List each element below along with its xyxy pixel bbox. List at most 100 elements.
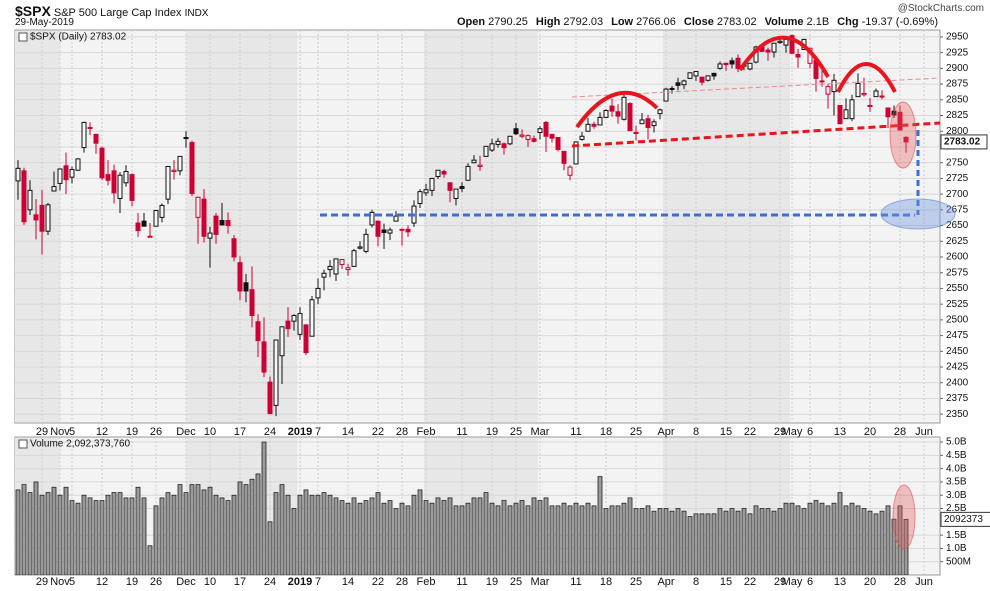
x-tick-label: 18 <box>600 426 612 438</box>
candle-body <box>387 229 393 234</box>
volume-bar <box>477 497 483 575</box>
stat-value: 2790.25 <box>488 16 528 28</box>
volume-bar <box>171 494 177 575</box>
volume-bar <box>603 508 609 575</box>
candle-body <box>357 246 363 249</box>
volume-bar <box>195 484 201 575</box>
candle-body <box>681 80 687 86</box>
volume-bar <box>351 497 357 575</box>
candle-body <box>27 189 33 211</box>
x-tick-label: Jun <box>915 426 933 438</box>
y-tick-label: 2650 <box>946 220 969 231</box>
stat-value: -19.37 (-0.69%) <box>861 16 938 28</box>
candle-body <box>429 177 435 191</box>
volume-bar <box>567 505 573 575</box>
candle-body <box>201 198 207 237</box>
candle-body <box>333 258 339 275</box>
candle-body <box>459 186 465 189</box>
candle-body <box>819 80 825 83</box>
volume-bar <box>879 510 885 575</box>
volume-bar <box>459 505 465 575</box>
volume-bar <box>873 513 879 575</box>
candle-body <box>69 169 75 178</box>
volume-bar <box>345 502 351 575</box>
x-tick-label: 28 <box>396 426 408 438</box>
candle-body <box>315 287 321 299</box>
x-tick-label: 22 <box>372 426 384 438</box>
x-tick-label: 24 <box>264 576 276 588</box>
volume-bar <box>669 510 675 575</box>
x-tick-label: 28 <box>894 576 906 588</box>
y-tick-label: 2875 <box>946 79 969 90</box>
volume-bar <box>177 484 183 575</box>
volume-bar <box>585 502 591 575</box>
candle-body <box>519 134 525 137</box>
y-tick-label: 2375 <box>946 393 969 404</box>
candle-body <box>189 142 195 194</box>
volume-bar <box>807 502 813 575</box>
candle-body <box>99 147 105 179</box>
candle-body <box>435 169 441 178</box>
volume-bar <box>615 505 621 575</box>
volume-bar <box>87 497 93 575</box>
candle-body <box>465 165 471 181</box>
volume-bar <box>561 502 567 575</box>
candle-body <box>825 86 831 95</box>
x-tick-label: 13 <box>834 426 846 438</box>
volume-bar <box>231 494 237 575</box>
candle-body <box>273 339 279 406</box>
last-price-label: 2783.02 <box>944 137 981 148</box>
stat-value: 2.1B <box>806 16 830 28</box>
candle-body <box>729 60 735 65</box>
x-tick-label: 19 <box>126 426 138 438</box>
x-tick-label: 19 <box>126 576 138 588</box>
volume-bar <box>243 484 249 575</box>
candle-body <box>735 57 741 69</box>
x-tick-label: Apr <box>657 426 674 438</box>
candle-body <box>285 320 291 330</box>
price-legend: $SPX (Daily) 2783.02 <box>18 32 127 43</box>
volume-bar <box>303 489 309 575</box>
candle-body <box>291 314 297 322</box>
candle-body <box>855 82 861 98</box>
volume-bar <box>687 516 693 575</box>
x-tick-label: 29 <box>36 576 48 588</box>
candle-body <box>249 289 255 316</box>
candle-body <box>639 119 645 125</box>
volume-bar <box>843 505 849 575</box>
candle-body <box>609 105 615 112</box>
x-tick-label: 29 <box>774 426 786 438</box>
volume-bar <box>279 484 285 575</box>
header-title: $SPX S&P 500 Large Cap Index INDX <box>15 3 208 19</box>
candle-body <box>21 170 27 223</box>
candle-body <box>417 191 423 205</box>
x-tick-label: 6 <box>807 426 813 438</box>
candle-body <box>213 215 219 235</box>
volume-bar <box>825 505 831 575</box>
candle-body <box>879 95 885 98</box>
candle-body <box>117 174 123 200</box>
index-name: S&P 500 Large Cap Index <box>53 7 182 19</box>
volume-bar <box>393 508 399 575</box>
y-tick-label: 2550 <box>946 283 969 294</box>
candle-body <box>525 135 531 140</box>
candle-body <box>693 71 699 77</box>
y-tick-label: 2750 <box>946 157 969 168</box>
y-tick-label: 1.5B <box>946 530 967 541</box>
x-tick-label: 15 <box>720 426 732 438</box>
candle-body <box>135 222 141 232</box>
volume-bar <box>579 505 585 575</box>
volume-bars <box>15 441 909 575</box>
volume-bar <box>591 505 597 575</box>
x-tick-label: 22 <box>744 426 756 438</box>
candle-body <box>57 168 63 184</box>
volume-bar <box>771 510 777 575</box>
candle-body <box>321 272 327 278</box>
y-tick-label: 3.5B <box>946 477 967 488</box>
y-tick-label: 2.5B <box>946 503 967 514</box>
candle-body <box>267 381 273 415</box>
volume-bar <box>657 508 663 575</box>
candle-body <box>603 109 609 118</box>
x-tick-label: Nov <box>50 426 70 438</box>
